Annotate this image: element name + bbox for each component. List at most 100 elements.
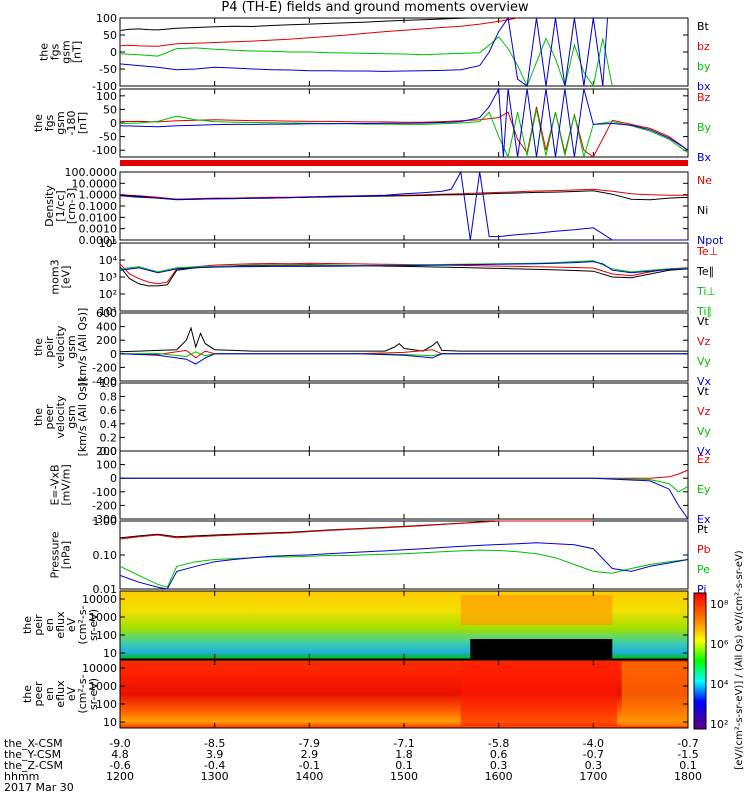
x-row-value: 1500 (390, 770, 418, 783)
panel-frame (119, 242, 689, 312)
y-axis-label-line: (cm²-s- (76, 605, 89, 644)
x-row-value: -8.5 (204, 737, 225, 750)
y-tick-label: 0.8 (100, 391, 118, 404)
panel-velocity_peer: 1.00.80.60.40.20.0 thepeervelocitygsm[km/… (32, 377, 712, 458)
y-axis-label-line: [nPa] (60, 541, 73, 569)
y-tick-label: 10¹ (99, 305, 117, 318)
legend-entry-Te∥: Te∥ (696, 265, 714, 278)
y-axis-label-line: fgs (43, 114, 56, 131)
y-axis-label-line: mom3 (49, 259, 62, 294)
x-row-value: -7.1 (393, 737, 414, 750)
y-tick-label: -50 (99, 63, 117, 76)
panel-velocity_peir: 6004002000-200-400thepeirvelocitygsm[km/… (32, 307, 712, 388)
y-tick-label: -200 (92, 499, 117, 512)
panel-frame (119, 450, 689, 520)
series-line-Ni (119, 190, 689, 201)
y-axis-label-line: velocity (54, 325, 67, 368)
series-line-Pe (119, 549, 689, 588)
y-tick-label: 10.0000 (72, 177, 118, 190)
x-row-value: -9.0 (109, 737, 130, 750)
series-line-Vx (119, 353, 688, 365)
x-row-value: -0.7 (583, 748, 604, 761)
panel-peer_en_eflux: 10000100010010thepeerenefluxeV(cm²-s-sr-… (21, 659, 689, 729)
x-row-value: 2.9 (301, 748, 319, 761)
panel-frame (119, 17, 689, 87)
panel-pressure: 1.00 0.10 0.01 Pressure[nPa] Pt Pb Pe Pi (49, 515, 711, 596)
x-row-value: -4.0 (583, 737, 604, 750)
y-axis-label-line: the (38, 43, 51, 61)
y-tick-label: -300 (92, 513, 117, 526)
series-line-Vt (119, 326, 688, 353)
x-row-value: 3.9 (206, 748, 224, 761)
legend-entry-bz: bz (697, 40, 710, 53)
spectrogram-hot-region (460, 595, 613, 625)
y-tick-label: 10000 (82, 662, 117, 675)
y-axis-label-line: eV (65, 686, 78, 701)
x-row-label: the_Y-CSM (4, 748, 61, 761)
y-tick-label: 0 (110, 46, 117, 59)
y-axis-label-line: the (32, 338, 45, 356)
legend-entry-Vt: Vt (697, 315, 710, 328)
y-tick-label: 200 (96, 445, 117, 458)
legend-entry-Ex: Ex (697, 513, 711, 526)
y-tick-label: 0 (110, 472, 117, 485)
x-row-value: 0.3 (490, 759, 508, 772)
legend-entry-Npot: Npot (697, 234, 724, 247)
series-line-Ti∥ (119, 261, 689, 274)
legend-entry-Pi: Pi (697, 583, 706, 596)
panel-density: 100.000010.00001.00000.10000.01000.00100… (43, 166, 724, 247)
y-tick-label: 0.0001 (79, 234, 118, 247)
x-row-value: 1600 (485, 770, 513, 783)
series-line-Te∥ (119, 264, 689, 287)
legend-entry-Te⊥: Te⊥ (696, 245, 718, 258)
x-row-value: -0.4 (204, 759, 225, 772)
y-tick-label: 0.1000 (79, 200, 118, 213)
legend-entry-Ne: Ne (697, 174, 712, 187)
y-tick-label: 1000 (89, 611, 117, 624)
x-row-value: 0.1 (679, 759, 697, 772)
series-line-bz (119, 17, 518, 47)
x-row-value: -0.6 (109, 759, 130, 772)
legend-entry-Vz: Vz (697, 335, 711, 348)
y-axis-label-line: fgs (49, 43, 62, 60)
series-line-Pi (119, 542, 689, 590)
y-tick-label: 1.00 (93, 515, 118, 528)
page-title: P4 (TH-E) fields and ground moments over… (221, 0, 529, 15)
series-line-By (119, 109, 689, 159)
panel-frame (119, 520, 689, 590)
y-axis-label-line: peer (43, 404, 56, 430)
x-row-value: 1700 (579, 770, 607, 783)
y-axis-label-line: [eV] (60, 266, 73, 289)
y-tick-label: 50 (103, 103, 117, 116)
x-row-value: 1200 (106, 770, 134, 783)
y-axis-label: Pressure[nPa] (49, 531, 73, 578)
colorbar: 10⁸ 10⁶ 10⁴ 10² [eV/(cm²-s-sr-eV)] / (All Qs… (693, 550, 745, 770)
y-axis-label-line: peir (32, 614, 45, 636)
x-row-label: hhmm (4, 770, 39, 783)
x-row-value: -5.8 (488, 737, 509, 750)
y-axis-label-line: [km/s (All Qs)] (76, 378, 89, 457)
colorbar-title-text: [eV/(cm²-s-sr-eV)] / (All Qs) eV/(cm²-s-… (734, 550, 745, 770)
colorbar-scale (693, 592, 707, 730)
x-row-value: 1300 (201, 770, 229, 783)
panel-frame (119, 382, 689, 452)
y-axis-label-line: gsm (54, 111, 67, 134)
spectrogram-gap (470, 639, 613, 659)
spectrogram-hot-region (460, 662, 617, 726)
x-row-value: -0.1 (299, 759, 320, 772)
y-tick-label: 100 (96, 459, 117, 472)
x-axis-annotation: the_X-CSM -9.0 -8.5 -7.9 -7.1 -5.8 -4.0 -0.7the… (4, 737, 702, 794)
legend-entry-Ti∥: Ti∥ (696, 305, 712, 318)
legend-entry-Vy: Vy (697, 425, 711, 438)
y-tick-label: 400 (96, 321, 117, 334)
x-row-value: -7.9 (299, 737, 320, 750)
y-tick-label: -50 (99, 131, 117, 144)
series-line-by (119, 35, 613, 88)
y-axis-label-line: (cm²-s- (76, 674, 89, 713)
y-tick-label: 0.01 (93, 583, 118, 596)
legend-entry-Vx: Vx (697, 375, 712, 388)
colorbar-title: [eV/(cm²-s-sr-eV)] / (All Qs) eV/(cm²-s-… (734, 550, 745, 770)
